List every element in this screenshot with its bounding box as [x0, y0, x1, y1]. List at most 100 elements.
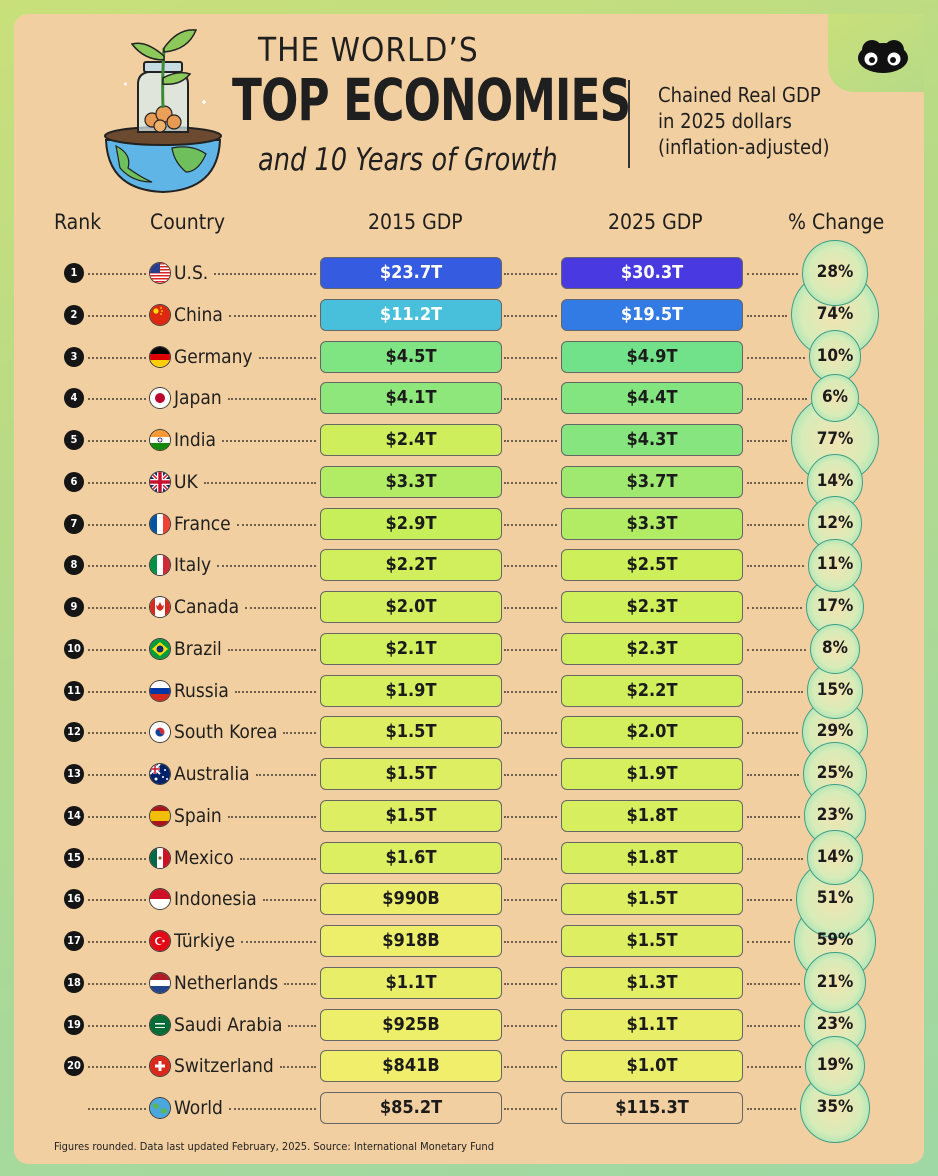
dotted-leader — [747, 273, 799, 275]
dotted-leader — [747, 356, 805, 359]
dotted-leader — [259, 356, 316, 359]
gdp-2015-bar: $11.2T — [320, 298, 502, 331]
measure-line-3: (inflation-adjusted) — [658, 135, 830, 159]
gdp-2025-bar: $2.3T — [561, 632, 743, 665]
dotted-leader — [88, 356, 146, 359]
column-header-2025-gdp: 2025 GDP — [608, 210, 703, 234]
dotted-leader — [747, 690, 803, 693]
gdp-2025-bar: $2.3T — [561, 591, 743, 623]
dotted-leader — [504, 982, 557, 985]
gdp-2015-bar: $1.5T — [320, 799, 502, 832]
india-flag-icon — [150, 430, 170, 450]
dotted-leader — [88, 732, 146, 735]
dotted-leader — [504, 607, 557, 609]
canada-flag-icon — [150, 597, 170, 617]
measure-line-2: in 2025 dollars — [658, 109, 792, 133]
country-name: Brazil — [174, 637, 222, 660]
gdp-2015-bar: $918B — [320, 925, 502, 957]
change-percent-label: 51% — [816, 888, 854, 909]
change-percent-label: 19% — [816, 1055, 854, 1076]
dotted-leader — [88, 941, 146, 943]
gdp-2015-bar: $841B — [320, 1050, 502, 1083]
dotted-leader — [88, 523, 146, 526]
gdp-2015-bar: $4.5T — [320, 340, 502, 373]
dotted-leader — [504, 815, 557, 818]
change-percent-label: 23% — [816, 1013, 854, 1034]
change-percent-label: 15% — [816, 679, 854, 700]
dotted-leader — [217, 565, 316, 568]
dotted-leader — [288, 1024, 316, 1027]
dotted-leader — [283, 732, 316, 735]
gdp-2025-bar: $2.0T — [561, 716, 743, 749]
rank-badge: 12 — [64, 722, 84, 743]
dotted-leader — [229, 314, 316, 317]
dotted-leader — [245, 607, 316, 609]
gdp-2025-bar: $2.2T — [561, 674, 743, 707]
gdp-2025-bar: $1.1T — [561, 1008, 743, 1041]
dotted-leader — [747, 899, 793, 902]
uk-flag-icon — [150, 471, 170, 492]
germany-flag-icon — [150, 346, 170, 367]
dotted-leader — [256, 774, 316, 776]
dotted-leader — [88, 648, 146, 651]
change-bubble — [807, 829, 863, 886]
gdp-2015-bar: $2.9T — [320, 507, 502, 540]
dotted-leader — [747, 982, 801, 985]
country-name: Italy — [174, 554, 212, 577]
france-flag-icon — [150, 513, 170, 534]
change-bubble — [811, 374, 859, 423]
gdp-2025-bar: $4.4T — [561, 382, 743, 415]
russia-flag-icon — [150, 680, 170, 701]
change-percent-label: 17% — [816, 596, 854, 616]
dotted-leader — [88, 774, 146, 776]
netherlands-flag-icon — [150, 972, 170, 993]
us-flag-icon — [150, 263, 170, 283]
change-bubble — [804, 952, 866, 1014]
change-percent-label: 10% — [816, 345, 854, 366]
dotted-leader — [504, 273, 557, 275]
dotted-leader — [504, 648, 557, 651]
country-name: Indonesia — [174, 888, 257, 911]
rank-badge: 18 — [64, 972, 84, 993]
gdp-2025-bar: $2.5T — [561, 549, 743, 582]
dotted-leader — [747, 314, 788, 317]
gdp-2015-bar: $990B — [320, 883, 502, 916]
gdp-2015-bar: $1.6T — [320, 841, 502, 874]
italy-flag-icon — [150, 555, 170, 576]
change-percent-label: 14% — [816, 470, 854, 491]
gdp-2025-bar: $1.0T — [561, 1050, 743, 1083]
change-percent-label: 28% — [816, 262, 854, 282]
column-header-2015-gdp: 2015 GDP — [368, 210, 463, 234]
dotted-leader — [88, 273, 146, 275]
country-name: Russia — [174, 679, 229, 702]
dotted-leader — [88, 857, 146, 860]
dotted-leader — [747, 565, 805, 568]
country-name: Spain — [174, 804, 222, 827]
column-header-country: Country — [150, 210, 226, 234]
rank-badge: 13 — [64, 764, 84, 784]
country-name: Switzerland — [174, 1055, 274, 1078]
change-bubble — [805, 1036, 865, 1097]
dotted-leader — [280, 1066, 316, 1069]
dotted-leader — [88, 690, 146, 693]
dotted-leader — [504, 1108, 557, 1110]
gdp-2025-bar: $4.9T — [561, 340, 743, 373]
gdp-2015-bar: $1.5T — [320, 758, 502, 790]
dotted-leader — [204, 481, 316, 484]
rank-badge: 19 — [64, 1014, 84, 1035]
gdp-2015-bar: $2.0T — [320, 591, 502, 623]
dotted-leader — [241, 941, 316, 943]
country-name: Australia — [174, 763, 250, 785]
change-percent-label: 23% — [816, 804, 854, 825]
country-name: South Korea — [174, 721, 278, 744]
country-name: Japan — [174, 387, 222, 410]
brazil-flag-icon — [150, 638, 170, 659]
dotted-leader — [228, 398, 316, 401]
rank-badge: 17 — [64, 931, 84, 951]
change-percent-label: 35% — [816, 1097, 854, 1117]
gdp-2015-bar: $3.3T — [320, 465, 502, 498]
logo-tab — [828, 14, 924, 92]
china-flag-icon — [150, 304, 170, 325]
dotted-leader — [228, 815, 316, 818]
dotted-leader — [88, 1066, 146, 1069]
